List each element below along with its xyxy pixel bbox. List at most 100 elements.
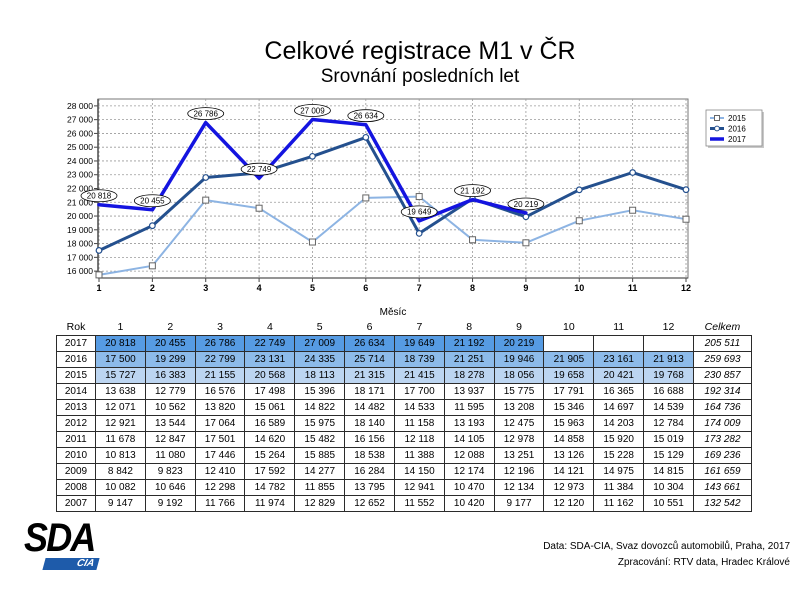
table-row: 2014 13 638 12 779 16 576 17 498 15 396 18 171… bbox=[56, 383, 752, 400]
table-cell: 16 383 bbox=[144, 367, 196, 384]
table-cell: 15 346 bbox=[543, 399, 595, 416]
table-cell: 17 791 bbox=[543, 383, 595, 400]
data-label-text: 27 009 bbox=[300, 106, 325, 115]
table-cell: 15 727 bbox=[95, 367, 146, 384]
total-cell: 192 314 bbox=[692, 383, 752, 400]
x-tick-label: 8 bbox=[470, 283, 475, 293]
data-label-text: 22 749 bbox=[247, 165, 272, 174]
table-cell: 16 688 bbox=[643, 383, 694, 400]
legend-marker bbox=[714, 125, 720, 132]
table-cell: 17 064 bbox=[194, 415, 246, 432]
table-cell: 12 779 bbox=[144, 383, 196, 400]
y-tick-label: 16 000 bbox=[67, 266, 93, 276]
table-cell: 25 714 bbox=[344, 351, 395, 368]
table-cell: 21 315 bbox=[344, 367, 395, 384]
logo-subtext: CIA bbox=[42, 558, 100, 570]
table-cell: 18 278 bbox=[443, 367, 495, 384]
x-tick-label: 5 bbox=[310, 283, 315, 293]
table-cell: 21 905 bbox=[543, 351, 595, 368]
table-cell: 15 129 bbox=[643, 447, 694, 464]
year-cell: 2012 bbox=[56, 415, 96, 432]
table-cell: 10 813 bbox=[95, 447, 146, 464]
point-marker-2016 bbox=[148, 222, 156, 230]
data-label-2017: 20 219 bbox=[507, 197, 545, 211]
table-cell: 9 147 bbox=[95, 495, 146, 512]
y-tick-label: 27 000 bbox=[67, 115, 93, 125]
point-marker-2016 bbox=[629, 169, 637, 176]
point-marker-2015 bbox=[629, 206, 637, 214]
table-cell: 15 264 bbox=[244, 447, 296, 464]
table-cell: 22 749 bbox=[244, 335, 296, 352]
year-cell: 2009 bbox=[56, 463, 96, 480]
table-cell: 15 885 bbox=[294, 447, 346, 464]
table-cell: 10 562 bbox=[144, 399, 196, 416]
data-label-text: 20 818 bbox=[87, 192, 112, 201]
table-cell: 18 056 bbox=[493, 367, 545, 384]
table-cell: 15 228 bbox=[593, 447, 645, 464]
table-cell: 12 921 bbox=[95, 415, 146, 432]
total-cell: 132 542 bbox=[692, 495, 752, 512]
table-cell: 10 304 bbox=[643, 479, 694, 496]
legend-marker bbox=[714, 115, 720, 121]
data-label-text: 20 455 bbox=[140, 197, 165, 206]
data-label-2017: 19 649 bbox=[400, 205, 438, 219]
table-cell: 11 158 bbox=[393, 415, 445, 432]
point-marker-2015 bbox=[202, 196, 210, 204]
table-row: 2017 20 818 20 455 26 786 22 749 27 009 26 634… bbox=[56, 335, 752, 352]
table-cell: 13 820 bbox=[194, 399, 246, 416]
legend-label: 2017 bbox=[728, 135, 746, 144]
table-header-month: 7 bbox=[416, 321, 423, 333]
footer-source: Data: SDA-CIA, Svaz dovozců automobilů, … bbox=[543, 541, 790, 552]
table-cell: 23 131 bbox=[244, 351, 296, 368]
table-cell: 13 638 bbox=[95, 383, 146, 400]
y-tick-label: 20 000 bbox=[67, 211, 93, 221]
x-tick-label: 9 bbox=[523, 283, 528, 293]
table-cell: 9 177 bbox=[493, 495, 545, 512]
data-label-2017: 27 009 bbox=[294, 104, 331, 117]
table-cell: 22 799 bbox=[194, 351, 246, 368]
table-cell: 26 634 bbox=[344, 335, 395, 352]
x-tick-label: 11 bbox=[628, 283, 638, 293]
table-cell: 21 192 bbox=[443, 335, 495, 352]
point-marker-2015 bbox=[148, 262, 156, 270]
table-cell: 11 080 bbox=[144, 447, 196, 464]
sda-cia-logo: SDA CIA bbox=[24, 518, 102, 573]
data-label-2017: 20 455 bbox=[133, 194, 171, 208]
y-tick-label: 17 000 bbox=[67, 252, 93, 262]
table-cell: 15 019 bbox=[643, 431, 694, 448]
total-cell: 230 857 bbox=[692, 367, 752, 384]
table-cell: 13 126 bbox=[543, 447, 595, 464]
data-table: Rok 1 2 3 4 5 6 7 8 9 10 11 12 Celkem 2017 20 818 20 45… bbox=[56, 320, 752, 512]
data-label-bubble bbox=[133, 194, 171, 208]
table-cell: 16 589 bbox=[244, 415, 296, 432]
table-cell: 21 415 bbox=[393, 367, 445, 384]
table-cell: 11 384 bbox=[593, 479, 645, 496]
table-cell: 17 500 bbox=[95, 351, 146, 368]
table-row: 2010 10 813 11 080 17 446 15 264 15 885 18 538… bbox=[56, 447, 752, 464]
table-cell: 18 171 bbox=[344, 383, 395, 400]
table-cell: 12 829 bbox=[294, 495, 346, 512]
table-row: 2008 10 082 10 646 12 298 14 782 11 855 13 795… bbox=[56, 479, 752, 496]
table-cell: 11 595 bbox=[443, 399, 495, 416]
series-line-2017 bbox=[97, 117, 528, 223]
table-cell: 19 649 bbox=[393, 335, 445, 352]
series-line-2016 bbox=[97, 135, 688, 252]
data-label-text: 20 219 bbox=[514, 200, 539, 209]
year-cell: 2007 bbox=[56, 495, 96, 512]
year-cell: 2008 bbox=[56, 479, 96, 496]
legend-entry-2016: 2016 bbox=[710, 125, 746, 134]
year-cell: 2016 bbox=[56, 351, 96, 368]
point-marker-2016 bbox=[522, 213, 530, 221]
y-tick-label: 26 000 bbox=[67, 128, 93, 138]
total-cell: 205 511 bbox=[692, 335, 752, 352]
point-marker-2016 bbox=[415, 230, 423, 237]
table-row: 2007 9 147 9 192 11 766 11 974 12 829 12 652 11… bbox=[56, 495, 752, 512]
table-cell: 13 208 bbox=[493, 399, 545, 416]
data-label-bubble bbox=[507, 197, 545, 211]
year-cell: 2011 bbox=[56, 431, 96, 448]
table-cell: 11 678 bbox=[95, 431, 146, 448]
table-cell: 12 847 bbox=[144, 431, 196, 448]
point-marker-2015 bbox=[415, 193, 423, 201]
table-cell: 12 941 bbox=[393, 479, 445, 496]
table-cell: 10 082 bbox=[95, 479, 146, 496]
